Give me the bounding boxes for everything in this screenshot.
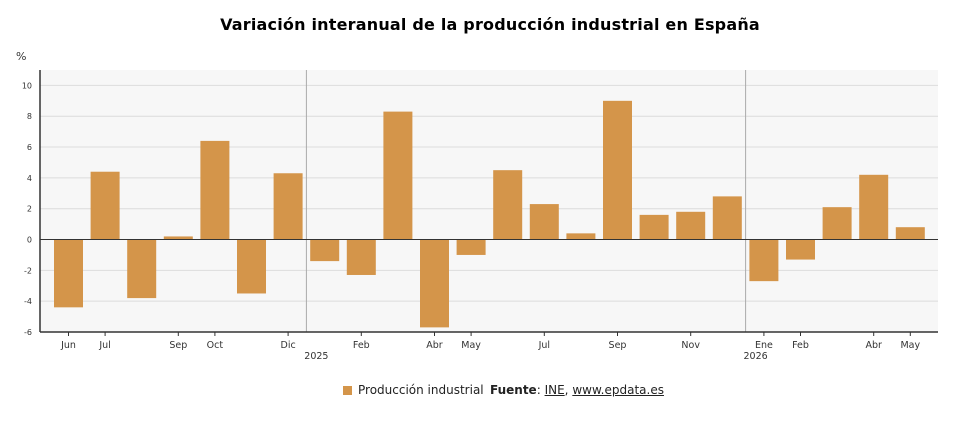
source-link-epdata[interactable]: www.epdata.es [572,383,664,397]
bar [383,111,413,240]
bar [346,239,376,275]
y-tick-label: -2 [24,266,32,275]
x-tick-label: Sep [609,340,627,351]
x-tick-label: May [900,340,920,351]
y-tick-label: -4 [24,297,32,306]
y-tick-label: 10 [22,81,32,90]
y-tick-label: 8 [27,112,32,121]
y-tick-label: 6 [27,143,32,152]
y-tick-label: 0 [27,236,32,245]
bar [566,233,596,240]
x-tick-label: Dic [281,340,296,351]
bar [603,100,632,240]
x-tick-label: Jul [98,340,110,351]
bar [749,239,779,282]
source-separator-2: , [564,383,573,397]
source-separator: : [536,383,545,397]
legend-label: Producción industrial [358,383,484,397]
x-tick-label: Feb [792,340,809,351]
bar [54,239,83,308]
source-prefix: Fuente [490,383,537,397]
bar [420,239,449,328]
x-tick-label: Nov [681,340,700,351]
y-tick-label: 2 [27,205,32,214]
bar [163,236,193,240]
y-unit-label: % [16,50,27,63]
x-tick-label: Ene [755,340,773,351]
x-tick-label: Feb [353,340,370,351]
bar [456,239,486,255]
bar [273,173,303,240]
x-year-label: 2025 [304,351,328,362]
bar [310,239,340,262]
x-tick-label: Abr [426,340,443,351]
bar [786,239,815,260]
x-tick-label: Jul [538,340,550,351]
plot-area [40,70,938,332]
bar [493,170,523,240]
bar [200,140,230,240]
legend-swatch [343,385,352,395]
source-note: Fuente: INE, www.epdata.es [490,383,664,397]
x-tick-label: Oct [207,340,224,351]
x-year-label: 2026 [744,351,768,362]
x-tick-label: Sep [169,340,187,351]
bar [237,239,266,294]
bar [639,214,669,240]
y-tick-label: 4 [27,174,32,183]
x-tick-label: May [461,340,481,351]
bar [676,211,706,240]
bar [127,239,157,299]
bar [895,227,925,240]
x-tick-label: Jun [60,340,76,351]
bar [90,171,120,240]
bar [822,207,852,240]
y-tick-label: -6 [24,328,32,337]
bar [712,196,742,240]
legend[interactable]: Producción industrial [343,383,484,397]
source-link-ine[interactable]: INE [544,383,565,397]
bar [859,174,889,240]
bar [529,204,559,240]
chart-title: Variación interanual de la producción in… [220,15,760,34]
x-tick-label: Abr [865,340,882,351]
